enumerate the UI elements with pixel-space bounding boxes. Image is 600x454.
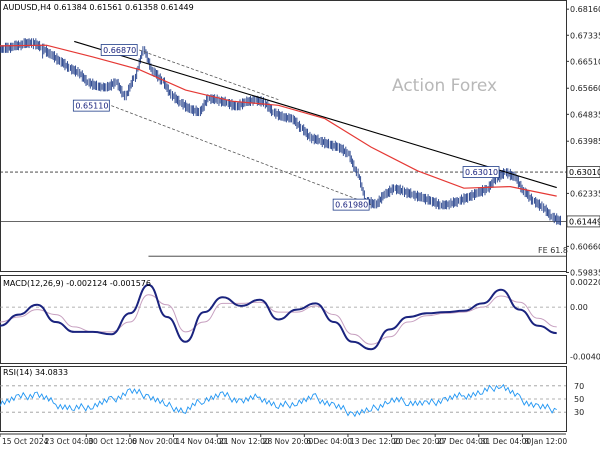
x-tick-label: 13 Dec 12:00 xyxy=(350,437,401,446)
channel-dashed-lower-trendline xyxy=(111,105,372,206)
rsi-y-tick-label: 30 xyxy=(574,408,584,417)
x-tick-label: 31 Dec 04:00 xyxy=(481,437,532,446)
rsi-y-tick-label: 70 xyxy=(574,382,584,391)
price-panel xyxy=(0,0,567,272)
price-annotation-box xyxy=(462,166,500,178)
price-y-tick-label: 0.66510 xyxy=(570,57,600,66)
macd-title: MACD(12,26,9) -0.002124 -0.001576 xyxy=(3,279,151,288)
macd-y-tick-label: 0.002208 xyxy=(570,278,600,287)
x-tick-label: 28 Nov 20:00 xyxy=(263,437,314,446)
price-axis-tag-label: 0.63010 xyxy=(569,168,600,177)
price-y-tick-label: 0.63985 xyxy=(570,137,600,146)
price-annotation-box xyxy=(332,198,370,211)
macd-y-tick-label: -0.004012 xyxy=(570,353,600,362)
price-y-tick-label: 0.64835 xyxy=(570,110,600,119)
x-tick-label: 30 Oct 12:00 xyxy=(88,437,137,446)
x-tick-label: 27 Dec 04:00 xyxy=(437,437,488,446)
x-tick-label: 15 Oct 2024 xyxy=(2,437,49,446)
x-tick-label: 8 Jan 12:00 xyxy=(524,437,567,446)
price-y-tick-label: 0.62335 xyxy=(570,189,600,198)
falling-resistance-trendline xyxy=(74,40,557,189)
price-y-tick-label: 0.67335 xyxy=(570,31,600,40)
macd-line xyxy=(0,283,557,351)
price-y-tick-label: 0.65660 xyxy=(570,84,600,93)
price-axis-tag xyxy=(566,215,600,228)
price-annotation-label: 0.65110 xyxy=(75,102,108,111)
price-annotation-label: 0.61980 xyxy=(335,201,368,210)
price-annotation-label: 0.66870 xyxy=(103,46,136,55)
price-annotation-box xyxy=(100,44,138,56)
rsi-title: RSI(14) 34.0833 xyxy=(3,368,68,377)
symbol-header: AUDUSD,H4 0.61384 0.61561 0.61358 0.6144… xyxy=(3,3,194,12)
moving-average-line xyxy=(0,44,557,197)
x-tick-label: 21 Nov 12:00 xyxy=(219,437,270,446)
price-annotation-label: 0.63010 xyxy=(465,168,498,177)
rsi-line xyxy=(0,383,557,418)
x-tick-label: 23 Oct 04:00 xyxy=(45,437,94,446)
price-axis-tag xyxy=(566,166,600,178)
macd-panel xyxy=(0,275,567,364)
rsi-y-tick-label: 50 xyxy=(574,395,584,404)
price-y-tick-label: 0.68160 xyxy=(570,5,600,14)
watermark: Action Forex xyxy=(392,76,497,96)
price-y-tick-label: 0.60660 xyxy=(570,242,600,251)
price-axis-tag-label: 0.61449 xyxy=(569,217,600,226)
price-annotation-box xyxy=(72,99,110,112)
x-tick-label: 6 Nov 20:00 xyxy=(132,437,178,446)
macd-y-tick-label: 0.00 xyxy=(570,303,588,312)
x-tick-label: 6 Dec 04:00 xyxy=(306,437,352,446)
fe-level-label: FE 61.8 xyxy=(538,246,568,255)
price-y-tick-label: 0.59835 xyxy=(570,268,600,277)
x-tick-label: 20 Dec 20:00 xyxy=(394,437,445,446)
x-tick-label: 14 Nov 04:00 xyxy=(176,437,227,446)
